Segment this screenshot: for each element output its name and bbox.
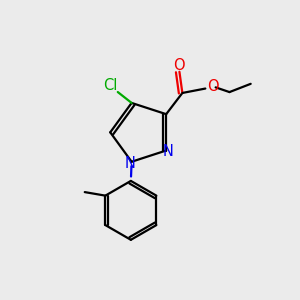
Text: O: O [174,58,185,73]
Text: N: N [163,145,174,160]
Text: O: O [207,79,218,94]
Text: N: N [125,156,136,171]
Text: Cl: Cl [103,78,118,93]
